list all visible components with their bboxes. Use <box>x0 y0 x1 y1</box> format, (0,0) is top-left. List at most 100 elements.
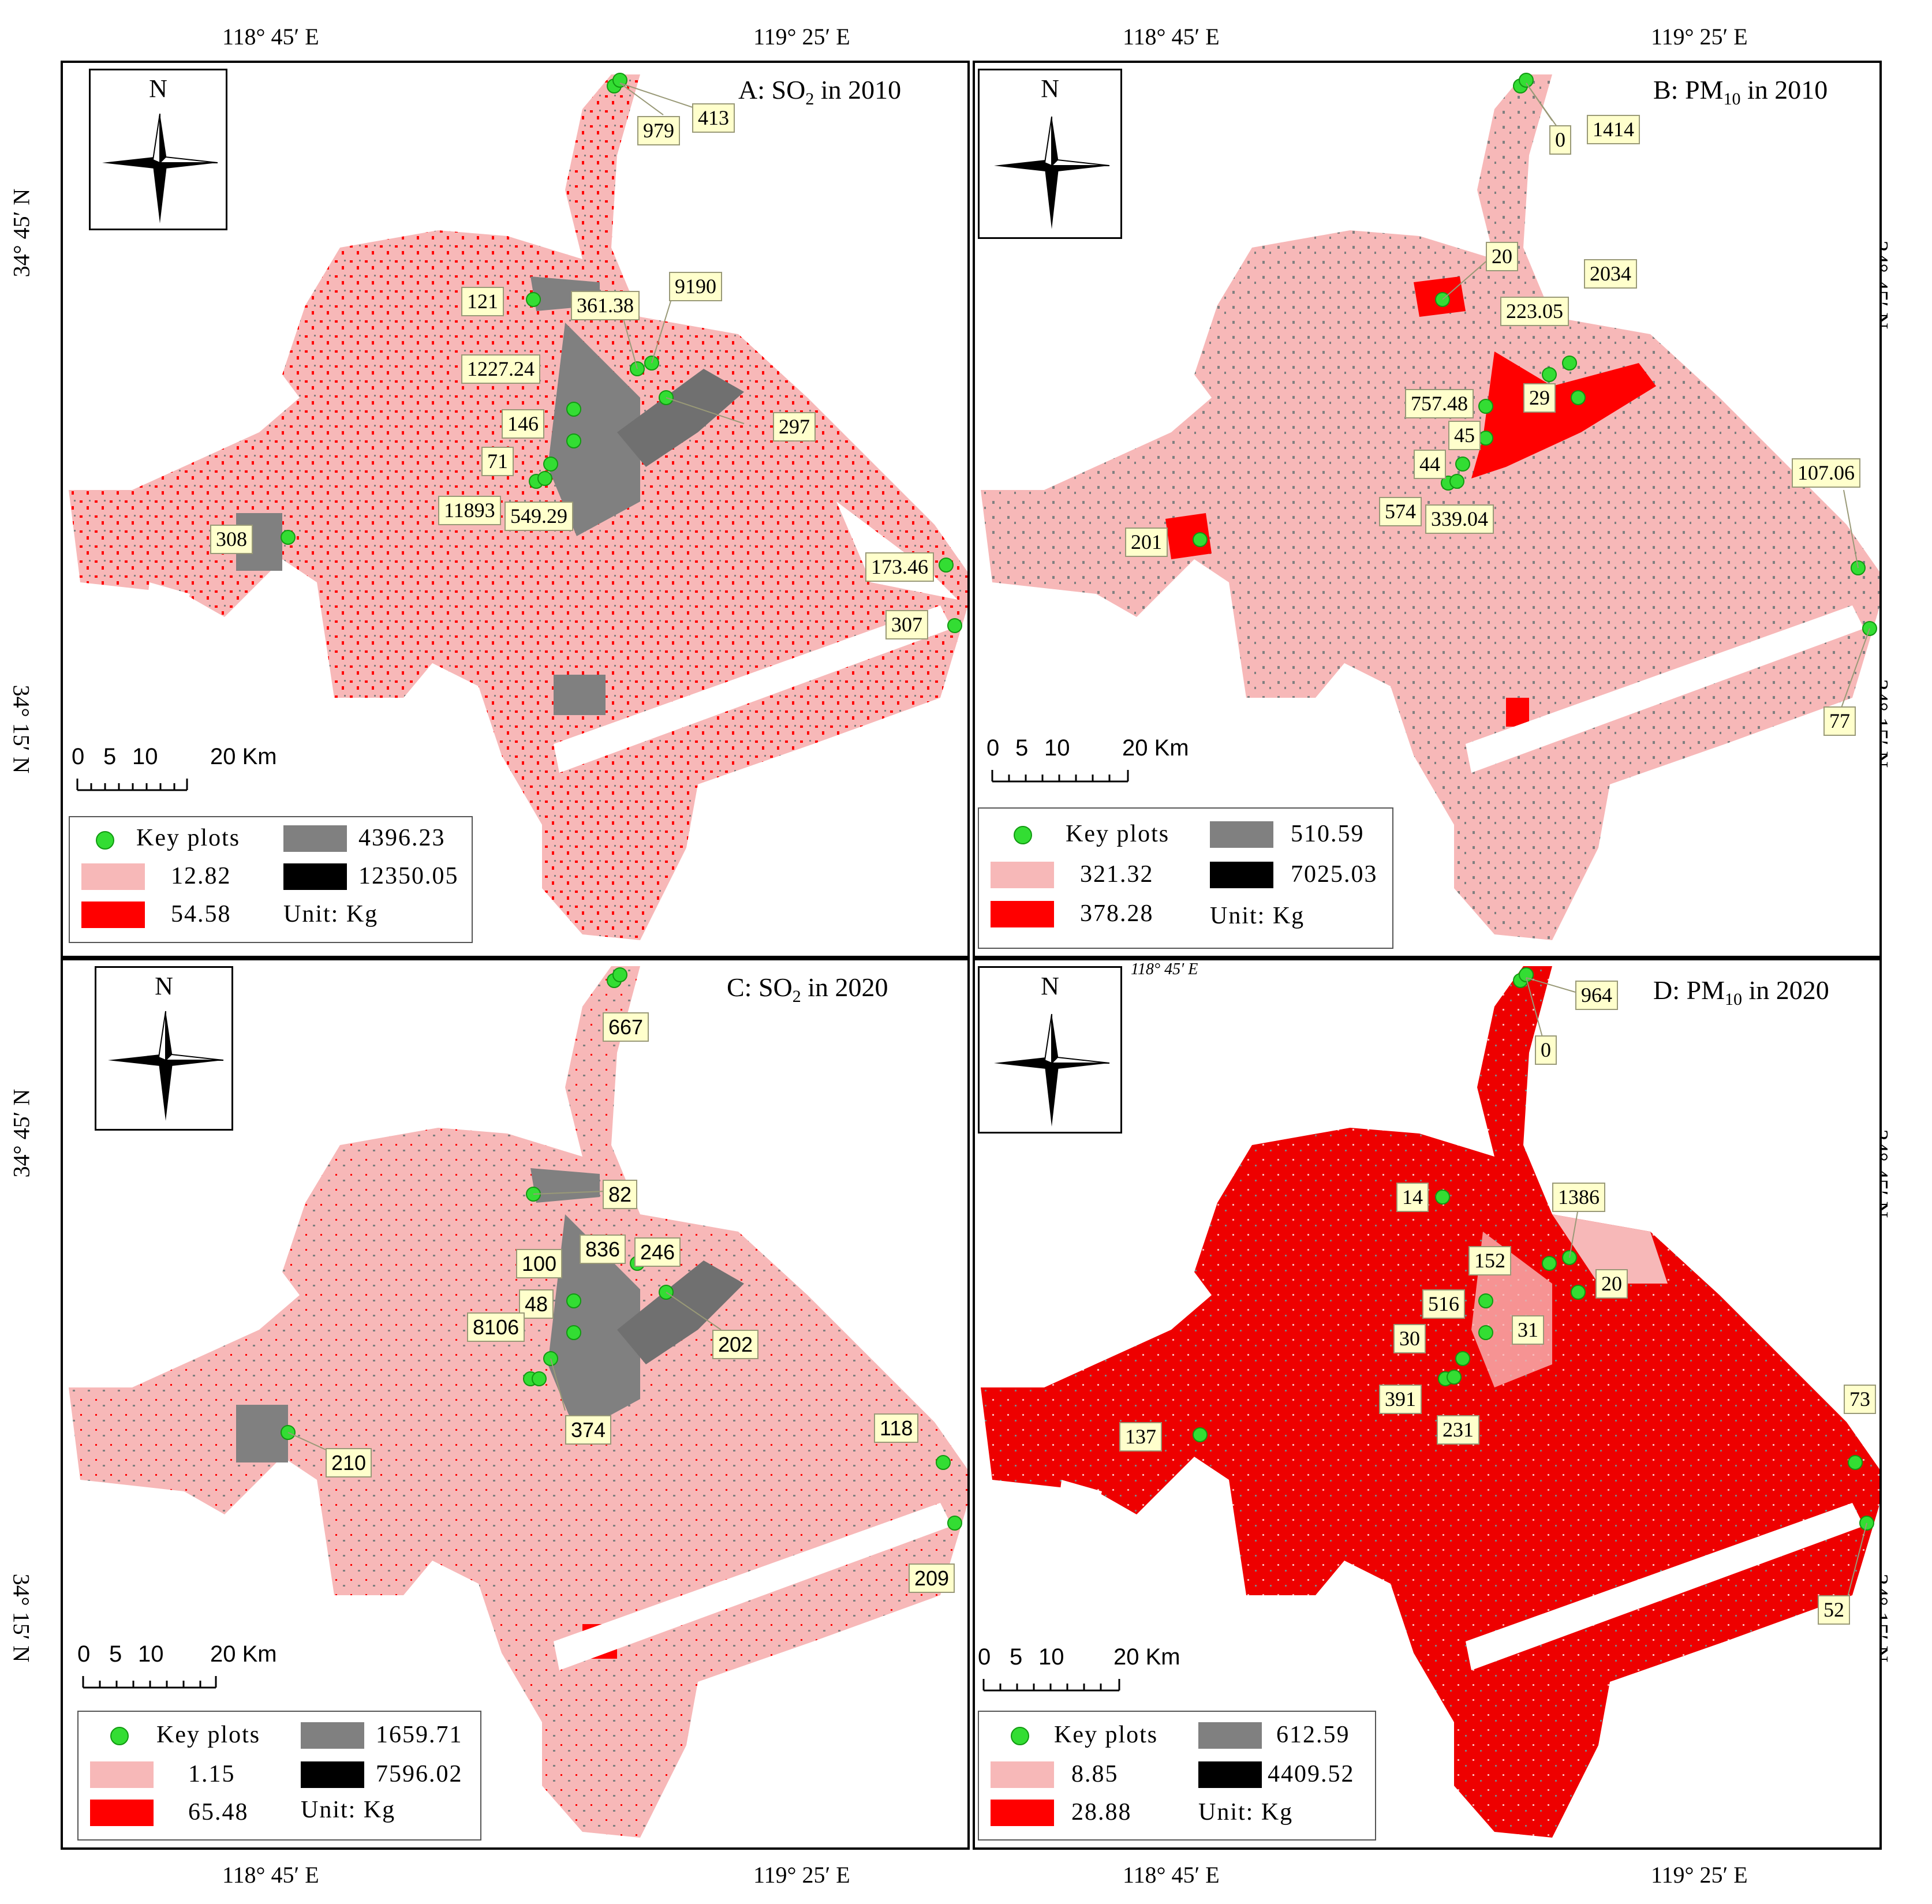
legend-text: Unit: Kg <box>301 1797 396 1823</box>
key-plot-value-label: 152 <box>1468 1246 1511 1276</box>
key-plot-value-label: 73 <box>1844 1385 1876 1415</box>
red-swatch <box>991 1800 1054 1826</box>
black-swatch <box>283 863 347 890</box>
key-plots-d <box>1193 967 1874 1602</box>
key-plot-value-label: 11893 <box>438 496 501 526</box>
key-plot-value-label: 209 <box>909 1563 955 1593</box>
scale-bar: 0 5 10 20 Km <box>72 744 279 813</box>
key-plot-value-label: 223.05 <box>1500 297 1569 327</box>
legend-text: 4409.52 <box>1268 1761 1355 1787</box>
legend-text: 10 <box>132 744 158 769</box>
key-plot-value-label: 71 <box>481 447 514 477</box>
key-plot-value-label: 516 <box>1422 1289 1465 1319</box>
key-plot-value-label: 20 <box>1595 1269 1628 1299</box>
lon-label-top-right-b: 119° 25′ E <box>1651 24 1748 50</box>
key-plot-value-label: 1386 <box>1552 1183 1605 1213</box>
legend-text: 12.82 <box>171 863 231 889</box>
lat-label-left-upper-a: 34° 45′ N <box>8 188 35 278</box>
key-plot-value-label: 307 <box>885 610 928 640</box>
key-plot-value-label: 201 <box>1125 528 1168 558</box>
legend-text: 5 <box>109 1641 122 1667</box>
lon-label-top-left-b: 118° 45′ E <box>1123 24 1220 50</box>
north-label: N <box>149 74 167 103</box>
key-plot-value-label: 107.06 <box>1792 458 1860 488</box>
key-plot-value-label: 549.29 <box>505 502 573 532</box>
legend-text: 5 <box>1010 1644 1023 1670</box>
key-plot-value-label: 173.46 <box>865 552 934 582</box>
legend-text: 612.59 <box>1276 1722 1350 1748</box>
black-swatch <box>301 1761 364 1788</box>
gray-swatch <box>1198 1722 1262 1749</box>
lat-label-left-lower-a: 34° 15′ N <box>8 684 35 774</box>
inner-lon-label: 118° 45′ E <box>1131 960 1198 978</box>
key-plot-value-label: 137 <box>1119 1422 1162 1452</box>
north-arrow-box: N <box>89 69 227 230</box>
key-plot-value-label: 308 <box>210 525 253 555</box>
key-plot-icon <box>110 1727 129 1745</box>
legend-text: 54.58 <box>171 901 231 927</box>
lat-label-left-lower-c: 34° 15′ N <box>8 1573 35 1663</box>
legend-text: 0 <box>986 735 1000 761</box>
key-plot-value-label: 31 <box>1512 1315 1544 1345</box>
red-swatch <box>90 1800 154 1826</box>
lon-label-bottom-left: 118° 45′ E <box>222 1862 319 1888</box>
scale-bar: 0 5 10 20 Km <box>978 1644 1186 1714</box>
key-plot-icon <box>1011 1727 1029 1745</box>
key-plot-value-label: 8106 <box>467 1312 525 1342</box>
key-plot-value-label: 1414 <box>1587 115 1640 145</box>
north-label: N <box>1041 972 1059 1000</box>
north-label: N <box>1041 74 1059 103</box>
key-plot-value-label: 0 <box>1535 1035 1557 1065</box>
legend-text: 20 Km <box>210 744 277 769</box>
key-plot-value-label: 574 <box>1379 497 1422 527</box>
lat-label-left-upper-c: 34° 45′ N <box>8 1088 35 1178</box>
legend-text: 4396.23 <box>358 825 446 851</box>
key-plot-value-label: 45 <box>1448 421 1481 451</box>
key-plot-value-label: 391 <box>1379 1385 1422 1415</box>
north-label: N <box>155 972 173 1000</box>
legend-text: 20 Km <box>210 1641 277 1667</box>
key-plot-value-label: 1227.24 <box>461 354 540 384</box>
gray-swatch <box>283 825 347 852</box>
legend-text: Unit: Kg <box>1210 903 1305 929</box>
legend-text: 8.85 <box>1071 1761 1119 1787</box>
panel-title-a: A: SO2 in 2010 <box>738 75 902 109</box>
legend-text: Key plots <box>1054 1722 1159 1748</box>
key-plot-value-label: 339.04 <box>1425 504 1494 534</box>
lon-label-bottom-right-b: 119° 25′ E <box>1651 1862 1748 1888</box>
north-arrow-box: N <box>95 966 233 1131</box>
key-plot-value-label: 202 <box>712 1330 759 1360</box>
black-swatch <box>1210 862 1273 888</box>
key-plot-value-label: 29 <box>1523 383 1556 413</box>
key-plot-value-label: 246 <box>634 1237 681 1267</box>
key-plot-value-label: 413 <box>692 103 735 133</box>
key-plot-value-label: 52 <box>1818 1595 1850 1625</box>
key-plot-icon <box>1014 826 1032 844</box>
legend-text: 510.59 <box>1291 821 1365 847</box>
map-panel-c: N C: SO2 in 2020 0 5 10 20 Km Key plots <box>61 958 970 1850</box>
panel-title-d: D: PM10 in 2020 <box>1653 975 1829 1009</box>
light-swatch <box>991 862 1054 888</box>
legend-text: 7596.02 <box>376 1761 463 1787</box>
legend-text: 20 Km <box>1113 1644 1180 1670</box>
compass-icon <box>994 116 1110 229</box>
lon-label-bottom-left-b: 118° 45′ E <box>1123 1862 1220 1888</box>
key-plot-value-label: 210 <box>326 1448 372 1478</box>
key-plot-value-label: 77 <box>1823 706 1856 736</box>
legend-text: 1.15 <box>188 1761 236 1787</box>
black-swatch <box>1198 1761 1262 1788</box>
key-plot-value-label: 30 <box>1393 1324 1426 1354</box>
legend-text: Key plots <box>156 1722 261 1748</box>
legend-text: 7025.03 <box>1291 861 1378 888</box>
gray-swatch <box>301 1722 364 1749</box>
scale-bar: 0 5 10 20 Km <box>77 1641 285 1711</box>
panel-title-c: C: SO2 in 2020 <box>727 972 888 1007</box>
key-plot-value-label: 757.48 <box>1405 389 1474 419</box>
key-plot-value-label: 121 <box>461 287 504 317</box>
legend-text: 0 <box>72 744 85 769</box>
north-arrow-box: N <box>978 69 1122 239</box>
key-plot-value-label: 374 <box>565 1415 612 1445</box>
key-plot-value-label: 44 <box>1414 450 1446 480</box>
key-plot-value-label: 361.38 <box>571 291 640 321</box>
key-plot-value-label: 0 <box>1549 125 1571 155</box>
